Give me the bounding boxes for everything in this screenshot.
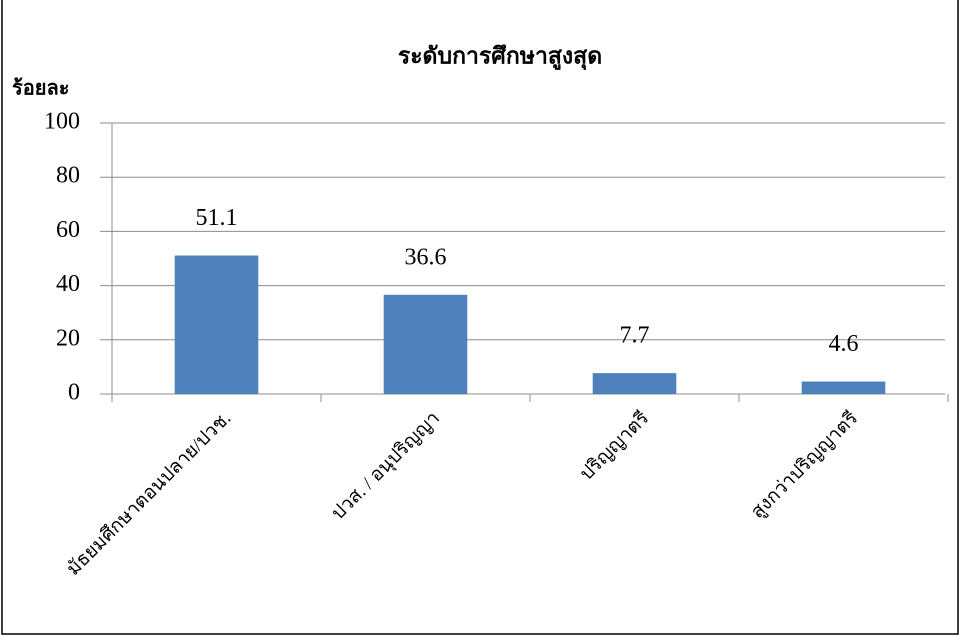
y-tick-label: 0: [68, 380, 80, 406]
data-label: 36.6: [405, 244, 447, 270]
y-axis-label: ร้อยละ: [12, 77, 69, 100]
bar: [383, 294, 468, 394]
y-tick-label: 100: [44, 109, 80, 135]
bar: [174, 255, 259, 394]
y-tick-label: 80: [56, 163, 80, 189]
bar: [801, 381, 886, 394]
data-label: 4.6: [829, 331, 859, 357]
chart-title: ระดับการศึกษาสูงสุด: [398, 43, 602, 70]
y-tick-label: 60: [56, 217, 80, 243]
y-tick-label: 20: [56, 325, 80, 351]
bar: [592, 373, 677, 394]
y-tick-label: 40: [56, 271, 80, 297]
data-label: 7.7: [620, 323, 650, 349]
data-label: 51.1: [196, 205, 238, 231]
